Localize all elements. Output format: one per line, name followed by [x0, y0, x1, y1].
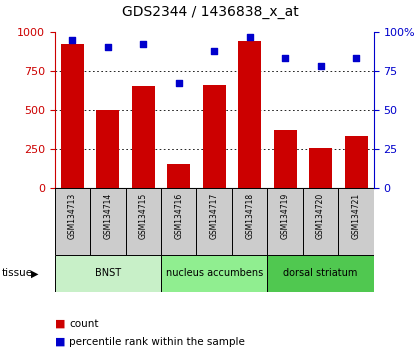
Bar — [197, 188, 232, 255]
Point — [317, 63, 324, 69]
Text: GSM134718: GSM134718 — [245, 193, 254, 239]
Bar — [273, 130, 297, 188]
Bar — [344, 136, 368, 188]
Text: percentile rank within the sample: percentile rank within the sample — [69, 337, 245, 347]
Text: GSM134714: GSM134714 — [103, 193, 112, 239]
Point — [140, 41, 147, 47]
Bar — [203, 85, 226, 188]
Bar — [167, 164, 190, 188]
Bar — [339, 188, 374, 255]
Bar — [55, 188, 90, 255]
Text: nucleus accumbens: nucleus accumbens — [165, 268, 263, 279]
Text: GSM134713: GSM134713 — [68, 193, 77, 239]
Text: ■: ■ — [55, 337, 65, 347]
Bar — [132, 86, 155, 188]
Bar — [238, 41, 261, 188]
Bar — [161, 255, 268, 292]
Text: ■: ■ — [55, 319, 65, 329]
Point — [282, 56, 289, 61]
Text: GSM134720: GSM134720 — [316, 193, 325, 239]
Bar — [232, 188, 268, 255]
Text: GSM134716: GSM134716 — [174, 193, 183, 239]
Bar — [126, 188, 161, 255]
Text: tissue: tissue — [2, 268, 33, 279]
Point — [105, 45, 111, 50]
Text: dorsal striatum: dorsal striatum — [284, 268, 358, 279]
Text: GSM134717: GSM134717 — [210, 193, 219, 239]
Point — [246, 34, 253, 39]
Bar — [303, 188, 339, 255]
Text: GSM134721: GSM134721 — [352, 193, 360, 239]
Bar — [309, 148, 332, 188]
Text: count: count — [69, 319, 99, 329]
Point — [353, 56, 360, 61]
Text: BNST: BNST — [95, 268, 121, 279]
Text: GSM134719: GSM134719 — [281, 193, 290, 239]
Point — [69, 37, 76, 42]
Bar — [61, 44, 84, 188]
Text: GSM134715: GSM134715 — [139, 193, 148, 239]
Bar — [268, 255, 374, 292]
Bar — [268, 188, 303, 255]
Bar — [90, 188, 126, 255]
Bar — [55, 255, 161, 292]
Point — [211, 48, 218, 53]
Bar — [161, 188, 197, 255]
Point — [176, 80, 182, 86]
Text: GDS2344 / 1436838_x_at: GDS2344 / 1436838_x_at — [122, 5, 298, 19]
Text: ▶: ▶ — [31, 268, 38, 279]
Bar — [96, 110, 119, 188]
